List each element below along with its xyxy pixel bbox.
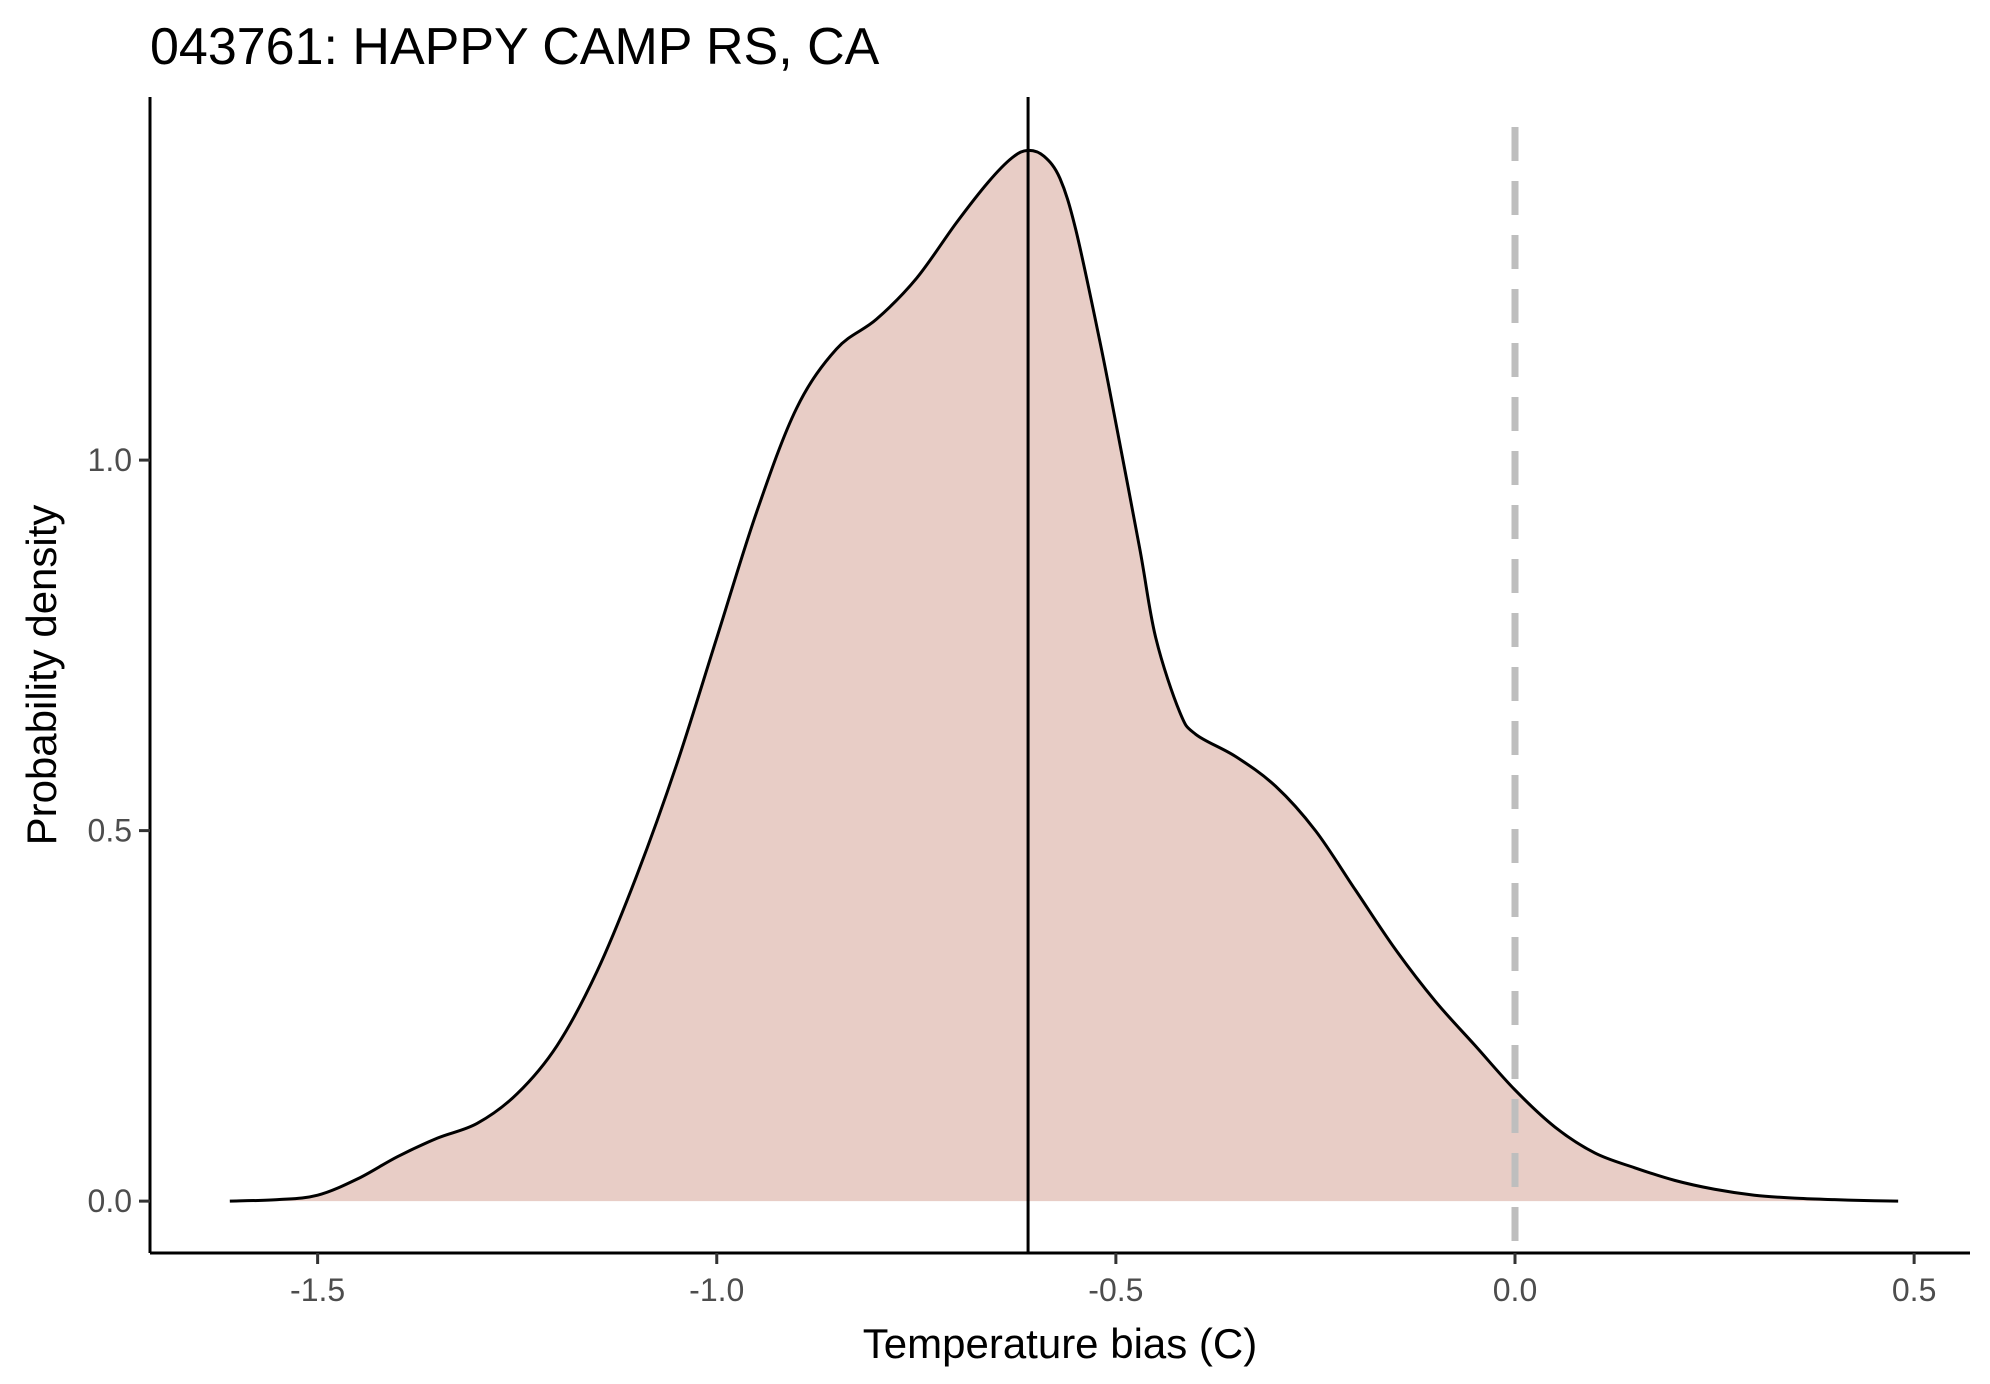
x-tick-label: 0.0 bbox=[1493, 1272, 1537, 1308]
y-axis-label: Probability density bbox=[18, 505, 65, 846]
x-axis-ticks: -1.5 -1.0 -0.5 0.0 0.5 bbox=[290, 1253, 1936, 1308]
x-tick-label: -1.5 bbox=[290, 1272, 345, 1308]
plot-area bbox=[229, 97, 1899, 1253]
x-tick-label: 0.5 bbox=[1892, 1272, 1936, 1308]
y-tick-label: 0.0 bbox=[88, 1183, 132, 1219]
x-tick-label: -1.0 bbox=[689, 1272, 744, 1308]
x-axis-label: Temperature bias (C) bbox=[863, 1320, 1257, 1367]
y-tick-label: 1.0 bbox=[88, 442, 132, 478]
density-area bbox=[229, 150, 1899, 1202]
x-tick-label: -0.5 bbox=[1088, 1272, 1143, 1308]
density-line bbox=[229, 148, 1899, 1203]
chart-title: 043761: HAPPY CAMP RS, CA bbox=[150, 18, 880, 76]
y-axis-ticks: 0.0 0.5 1.0 bbox=[88, 442, 150, 1219]
y-tick-label: 0.5 bbox=[88, 813, 132, 849]
